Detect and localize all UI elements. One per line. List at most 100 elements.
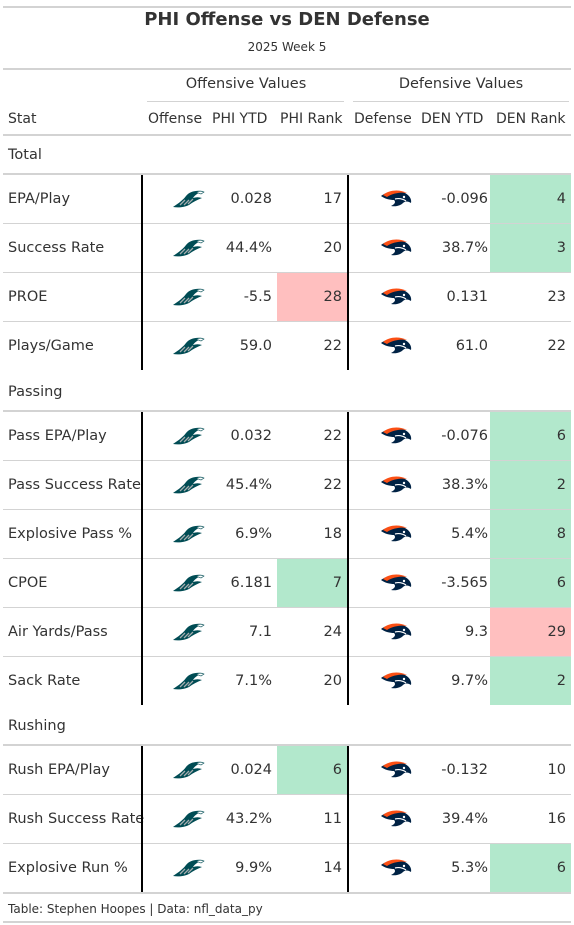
- defense-column-border: [347, 175, 349, 370]
- stat-cell: Pass EPA/Play: [8, 428, 107, 444]
- eagles-logo-icon: [171, 523, 205, 545]
- table-row: Success Rate 44.4% 20 38.7% 3: [3, 224, 571, 273]
- den-rank-cell: 22: [547, 338, 566, 354]
- column-header-den-ytd: DEN YTD: [421, 111, 484, 127]
- stat-cell: Rush Success Rate: [8, 811, 145, 827]
- spanner-defensive-values: Defensive Values: [398, 76, 524, 92]
- row-divider: [3, 272, 571, 273]
- den-ytd-cell: 9.7%: [451, 673, 488, 689]
- den-ytd-cell: 38.7%: [441, 240, 488, 256]
- stat-cell: EPA/Play: [8, 191, 71, 207]
- den-ytd-cell: 39.4%: [441, 811, 488, 827]
- column-header-phi-ytd: PHI YTD: [212, 111, 268, 127]
- spanner-defensive-underline: [353, 101, 569, 102]
- offense-column-border: [141, 175, 143, 370]
- table-row: Air Yards/Pass 7.1 24 9.3 29: [3, 608, 571, 657]
- group-divider: [3, 173, 571, 175]
- den-ytd-cell: 5.3%: [451, 860, 488, 876]
- phi-rank-cell: 22: [323, 428, 342, 444]
- den-rank-cell: 4: [490, 175, 571, 223]
- phi-ytd-cell: 45.4%: [225, 477, 272, 493]
- den-rank-cell: 29: [490, 608, 571, 656]
- table-row: Explosive Pass % 6.9% 18 5.4% 8: [3, 510, 571, 559]
- offense-column-border: [141, 746, 143, 892]
- broncos-logo-icon: [379, 572, 413, 594]
- phi-rank-cell: 11: [323, 811, 342, 827]
- group-label-rushing: Rushing: [8, 718, 66, 734]
- spanner-offensive-values: Offensive Values: [185, 76, 307, 92]
- phi-rank-cell: 22: [323, 338, 342, 354]
- table-row: Pass EPA/Play 0.032 22 -0.076 6: [3, 412, 571, 461]
- den-rank-cell: 2: [490, 461, 571, 509]
- phi-ytd-cell: 43.2%: [225, 811, 272, 827]
- eagles-logo-icon: [171, 474, 205, 496]
- broncos-logo-icon: [379, 286, 413, 308]
- phi-ytd-cell: 7.1: [248, 624, 272, 640]
- defense-column-border: [347, 412, 349, 705]
- phi-ytd-cell: -5.5: [243, 289, 272, 305]
- column-header-divider: [3, 134, 571, 136]
- stat-cell: CPOE: [8, 575, 48, 591]
- row-divider: [3, 794, 571, 795]
- footer-border: [3, 921, 571, 923]
- phi-rank-cell: 17: [323, 191, 342, 207]
- eagles-logo-icon: [171, 286, 205, 308]
- group-label-passing: Passing: [8, 384, 63, 400]
- den-rank-cell: 16: [547, 811, 566, 827]
- top-border: [3, 6, 571, 8]
- group-label-total: Total: [8, 147, 42, 163]
- broncos-logo-icon: [379, 474, 413, 496]
- table-title: PHI Offense vs DEN Defense: [144, 9, 430, 30]
- row-divider: [3, 843, 571, 844]
- spanner-offensive-underline: [147, 101, 344, 102]
- phi-rank-cell: 6: [277, 746, 347, 794]
- den-rank-cell: 2: [490, 657, 571, 705]
- broncos-logo-icon: [379, 188, 413, 210]
- row-divider: [3, 460, 571, 461]
- broncos-logo-icon: [379, 335, 413, 357]
- offense-column-border: [141, 412, 143, 705]
- phi-ytd-cell: 7.1%: [235, 673, 272, 689]
- den-rank-cell: 10: [547, 762, 566, 778]
- phi-ytd-cell: 0.028: [230, 191, 272, 207]
- broncos-logo-icon: [379, 621, 413, 643]
- eagles-logo-icon: [171, 857, 205, 879]
- stat-cell: Explosive Run %: [8, 860, 128, 876]
- broncos-logo-icon: [379, 523, 413, 545]
- phi-rank-cell: 20: [323, 240, 342, 256]
- table-subtitle: 2025 Week 5: [247, 40, 327, 54]
- table-row: PROE -5.5 28 0.131 23: [3, 273, 571, 322]
- column-header-phi-rank: PHI Rank: [280, 111, 343, 127]
- phi-ytd-cell: 0.024: [230, 762, 272, 778]
- stat-cell: Success Rate: [8, 240, 105, 256]
- table-row: Rush Success Rate 43.2% 11 39.4% 16: [3, 795, 571, 844]
- table-row: Plays/Game 59.0 22 61.0 22: [3, 322, 571, 371]
- source-note: Table: Stephen Hoopes | Data: nfl_data_p…: [8, 902, 263, 916]
- eagles-logo-icon: [171, 808, 205, 830]
- phi-rank-cell: 18: [323, 526, 342, 542]
- row-divider: [3, 607, 571, 608]
- eagles-logo-icon: [171, 425, 205, 447]
- broncos-logo-icon: [379, 759, 413, 781]
- stat-cell: Pass Success Rate: [8, 477, 141, 493]
- bottom-border: [3, 892, 571, 894]
- column-header-offense: Offense: [148, 111, 203, 127]
- table-row: Sack Rate 7.1% 20 9.7% 2: [3, 657, 571, 706]
- eagles-logo-icon: [171, 572, 205, 594]
- den-rank-cell: 6: [490, 559, 571, 607]
- stat-cell: Plays/Game: [8, 338, 94, 354]
- eagles-logo-icon: [171, 670, 205, 692]
- phi-ytd-cell: 59.0: [239, 338, 272, 354]
- group-divider: [3, 744, 571, 746]
- phi-ytd-cell: 44.4%: [225, 240, 272, 256]
- defense-column-border: [347, 746, 349, 892]
- table-row: CPOE 6.181 7 -3.565 6: [3, 559, 571, 608]
- broncos-logo-icon: [379, 670, 413, 692]
- den-rank-cell: 3: [490, 224, 571, 272]
- table-row: Rush EPA/Play 0.024 6 -0.132 10: [3, 746, 571, 795]
- phi-rank-cell: 20: [323, 673, 342, 689]
- broncos-logo-icon: [379, 808, 413, 830]
- den-ytd-cell: 0.131: [446, 289, 488, 305]
- eagles-logo-icon: [171, 621, 205, 643]
- den-rank-cell: 8: [490, 510, 571, 558]
